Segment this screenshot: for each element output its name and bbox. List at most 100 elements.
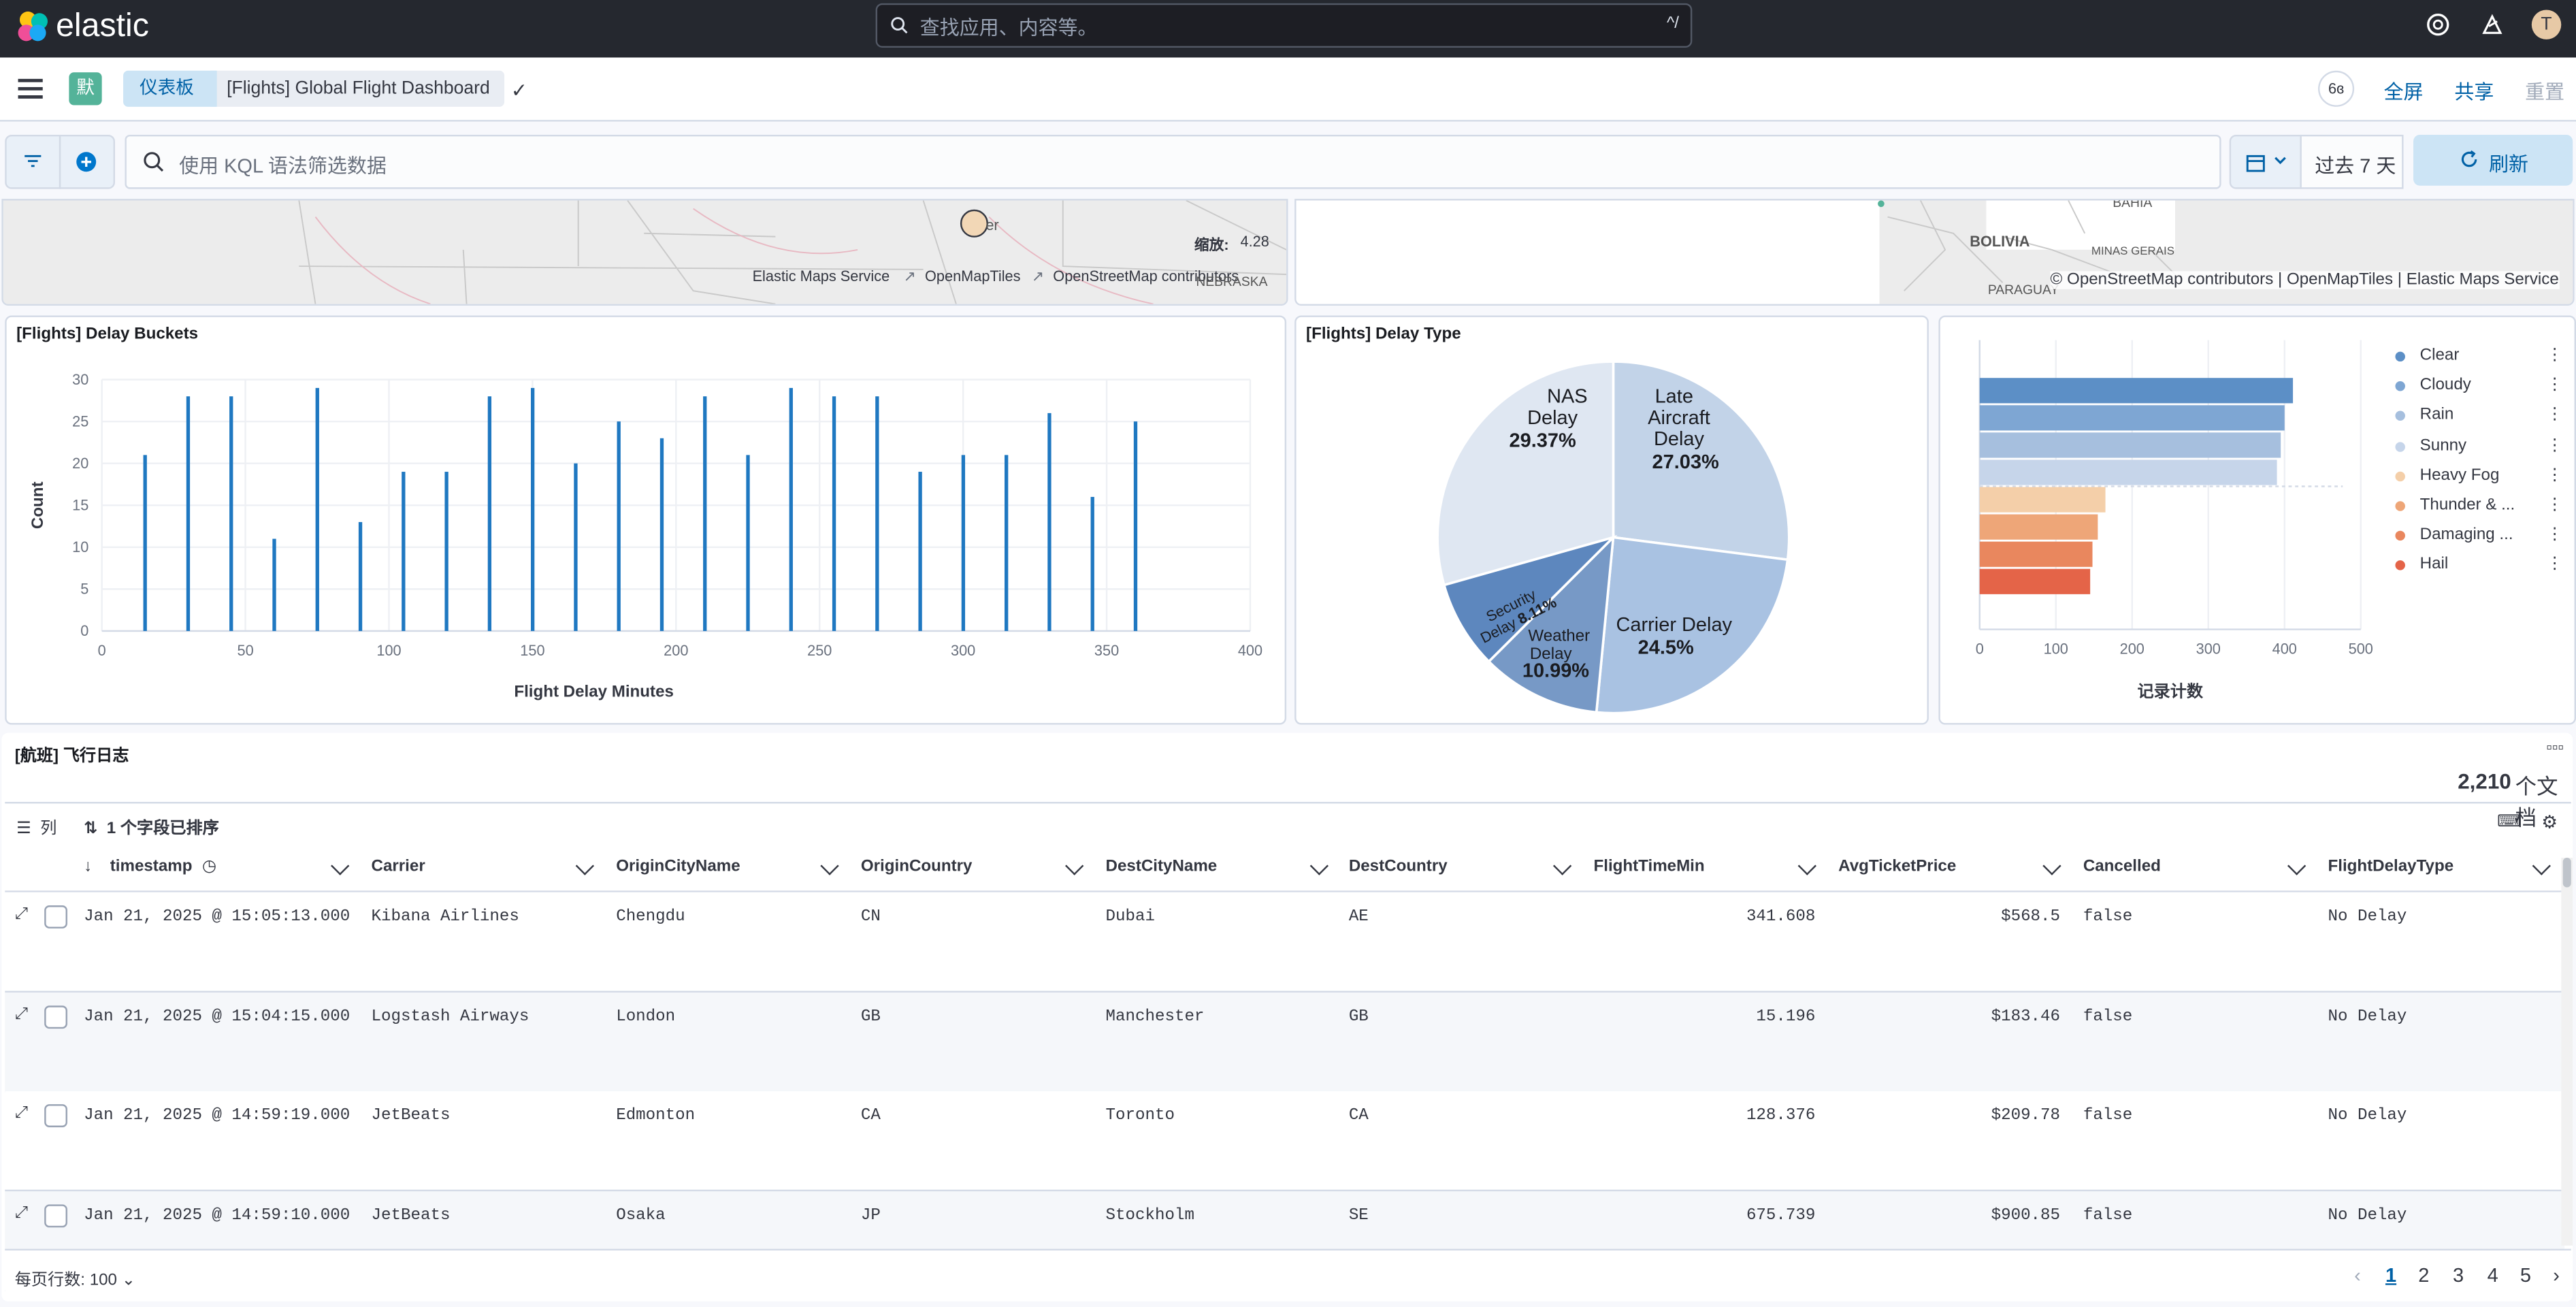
chevron-down-icon[interactable] <box>1797 856 1816 875</box>
bar[interactable] <box>402 472 406 631</box>
bar[interactable] <box>1979 541 2093 567</box>
map-attribution[interactable]: © OpenStreetMap contributors | OpenMapTi… <box>2050 271 2559 289</box>
bar[interactable] <box>918 472 922 631</box>
bar[interactable] <box>487 396 492 631</box>
reset-link[interactable]: 重置 <box>2525 80 2565 104</box>
legend-options-icon[interactable]: ⋮ <box>2546 346 2563 365</box>
legend-options-icon[interactable]: ⋮ <box>2546 496 2563 515</box>
chevron-down-icon[interactable] <box>2287 856 2306 875</box>
chevron-down-icon[interactable] <box>575 856 595 875</box>
row-checkbox[interactable] <box>44 1104 67 1127</box>
table-row[interactable]: ⤢ Jan 21, 2025 @ 14:59:19.000 JetBeats Edmo… <box>5 1091 2565 1192</box>
map-canvas[interactable] <box>3 200 1287 304</box>
legend-item[interactable]: Clear <box>2395 346 2459 365</box>
bar[interactable] <box>1047 413 1051 631</box>
bar[interactable] <box>1090 496 1094 631</box>
bar[interactable] <box>659 438 664 631</box>
page-1[interactable]: 1 <box>2385 1263 2397 1287</box>
bar[interactable] <box>961 455 966 631</box>
legend-item[interactable]: Thunder & ... <box>2395 496 2515 515</box>
bar[interactable] <box>832 396 836 631</box>
bar[interactable] <box>1005 455 1009 631</box>
chevron-down-icon[interactable] <box>2532 856 2551 875</box>
chevron-down-icon[interactable] <box>820 856 839 875</box>
legend-options-icon[interactable]: ⋮ <box>2546 436 2563 455</box>
column-header-destcountry[interactable]: DestCountry <box>1348 858 1448 876</box>
time-range[interactable]: 过去 7 天 <box>2300 134 2404 189</box>
bar[interactable] <box>1979 378 2294 404</box>
pie-slice[interactable] <box>1595 536 1789 715</box>
bar[interactable] <box>186 396 191 631</box>
table-row[interactable]: ⤢ Jan 21, 2025 @ 15:05:13.000 Kibana Airli… <box>5 892 2565 993</box>
map-attr-osm[interactable]: OpenStreetMap contributors <box>1053 268 1239 285</box>
bar[interactable] <box>789 387 793 631</box>
bar[interactable] <box>1979 568 2091 594</box>
bar[interactable] <box>746 455 750 631</box>
bar[interactable] <box>1979 459 2277 485</box>
share-link[interactable]: 共享 <box>2454 80 2494 104</box>
bar[interactable] <box>272 538 276 631</box>
legend-options-icon[interactable]: ⋮ <box>2546 466 2563 485</box>
page-3[interactable]: 3 <box>2452 1263 2464 1287</box>
avatar[interactable]: T <box>2531 10 2562 39</box>
filter-menu-button[interactable] <box>5 134 61 189</box>
expand-row-icon[interactable]: ⤢ <box>14 1104 29 1123</box>
keyboard-icon[interactable]: ⌨ <box>2497 813 2521 832</box>
legend-item[interactable]: Rain <box>2395 406 2453 425</box>
legend-options-icon[interactable]: ⋮ <box>2546 526 2563 545</box>
add-filter-button[interactable] <box>59 134 115 189</box>
pie-slice[interactable] <box>1487 534 1615 714</box>
bar[interactable] <box>444 472 449 631</box>
column-header-origincityname[interactable]: OriginCityName <box>616 858 740 876</box>
read-mode-icon[interactable]: 6ɞ <box>2318 70 2355 107</box>
bar[interactable] <box>1979 487 2106 513</box>
expand-row-icon[interactable]: ⤢ <box>14 1204 29 1222</box>
pie-slice[interactable] <box>1612 360 1791 562</box>
legend-item[interactable]: Damaging ... <box>2395 526 2513 544</box>
bar[interactable] <box>1979 514 2098 540</box>
origin-map-panel[interactable]: er 缩放: 4.28 Elastic Maps Service ↗ OpenM… <box>1 199 1288 306</box>
table-row[interactable]: ⤢ Jan 21, 2025 @ 15:04:15.000 Logstash Air… <box>5 991 2565 1093</box>
expand-row-icon[interactable]: ⤢ <box>14 1005 29 1023</box>
row-checkbox[interactable] <box>44 1005 67 1028</box>
legend-item[interactable]: Sunny <box>2395 436 2466 455</box>
date-quick-menu-button[interactable] <box>2229 134 2302 189</box>
weather-chart[interactable]: 0 100 200 300 400 500 记录计数 <box>1940 317 2575 723</box>
space-badge[interactable]: 默 <box>69 72 102 106</box>
bar[interactable] <box>617 421 621 631</box>
chevron-down-icon[interactable] <box>1065 856 1084 875</box>
column-header-flighttimemin[interactable]: FlightTimeMin <box>1593 858 1705 876</box>
bar[interactable] <box>574 463 578 631</box>
bar[interactable] <box>1979 405 2285 431</box>
chevron-down-icon[interactable] <box>331 856 350 875</box>
pie-slice[interactable] <box>1436 360 1615 587</box>
destination-map-panel[interactable]: BAHIA BOLIVIA MINAS GERAIS PARAGUAY © Op… <box>1294 199 2575 306</box>
page-5[interactable]: 5 <box>2520 1263 2532 1287</box>
kql-search-input[interactable]: 使用 KQL 语法筛选数据 <box>125 134 2221 189</box>
page-2[interactable]: 2 <box>2418 1263 2430 1287</box>
refresh-button[interactable]: 刷新 <box>2413 134 2573 186</box>
column-header-cancelled[interactable]: Cancelled <box>2083 858 2161 876</box>
bar[interactable] <box>530 387 535 631</box>
page-4[interactable]: 4 <box>2487 1263 2498 1287</box>
columns-button[interactable]: ☰ 列 <box>16 813 56 839</box>
bar[interactable] <box>315 387 319 631</box>
column-header-origincountry[interactable]: OriginCountry <box>860 858 973 876</box>
sort-button[interactable]: ⇅ 1 个字段已排序 <box>84 813 219 839</box>
map-attr-ems[interactable]: Elastic Maps Service <box>752 268 890 285</box>
column-header-destcityname[interactable]: DestCityName <box>1105 858 1218 876</box>
rows-per-page-select[interactable]: 每页行数: 100 ⌄ <box>14 1272 135 1290</box>
row-checkbox[interactable] <box>44 1204 67 1227</box>
global-search-input[interactable]: 查找应用、内容等。 ^/ <box>875 3 1693 48</box>
column-header-carrier[interactable]: Carrier <box>371 858 425 876</box>
map-attr-omt[interactable]: OpenMapTiles <box>925 268 1021 285</box>
bar[interactable] <box>229 396 233 631</box>
column-header-timestamp[interactable]: timestamp <box>110 858 193 876</box>
bar[interactable] <box>143 455 147 631</box>
next-page-icon[interactable]: › <box>2553 1263 2560 1287</box>
delay-buckets-chart[interactable]: 0 50 100 150 200 250 300 350 400 0 5 10 15 20 25 30 Flig… <box>7 317 1285 723</box>
chevron-down-icon[interactable] <box>2042 856 2061 875</box>
legend-item[interactable]: Heavy Fog <box>2395 466 2499 485</box>
display-settings-icon[interactable]: ⚙ <box>2541 813 2558 833</box>
